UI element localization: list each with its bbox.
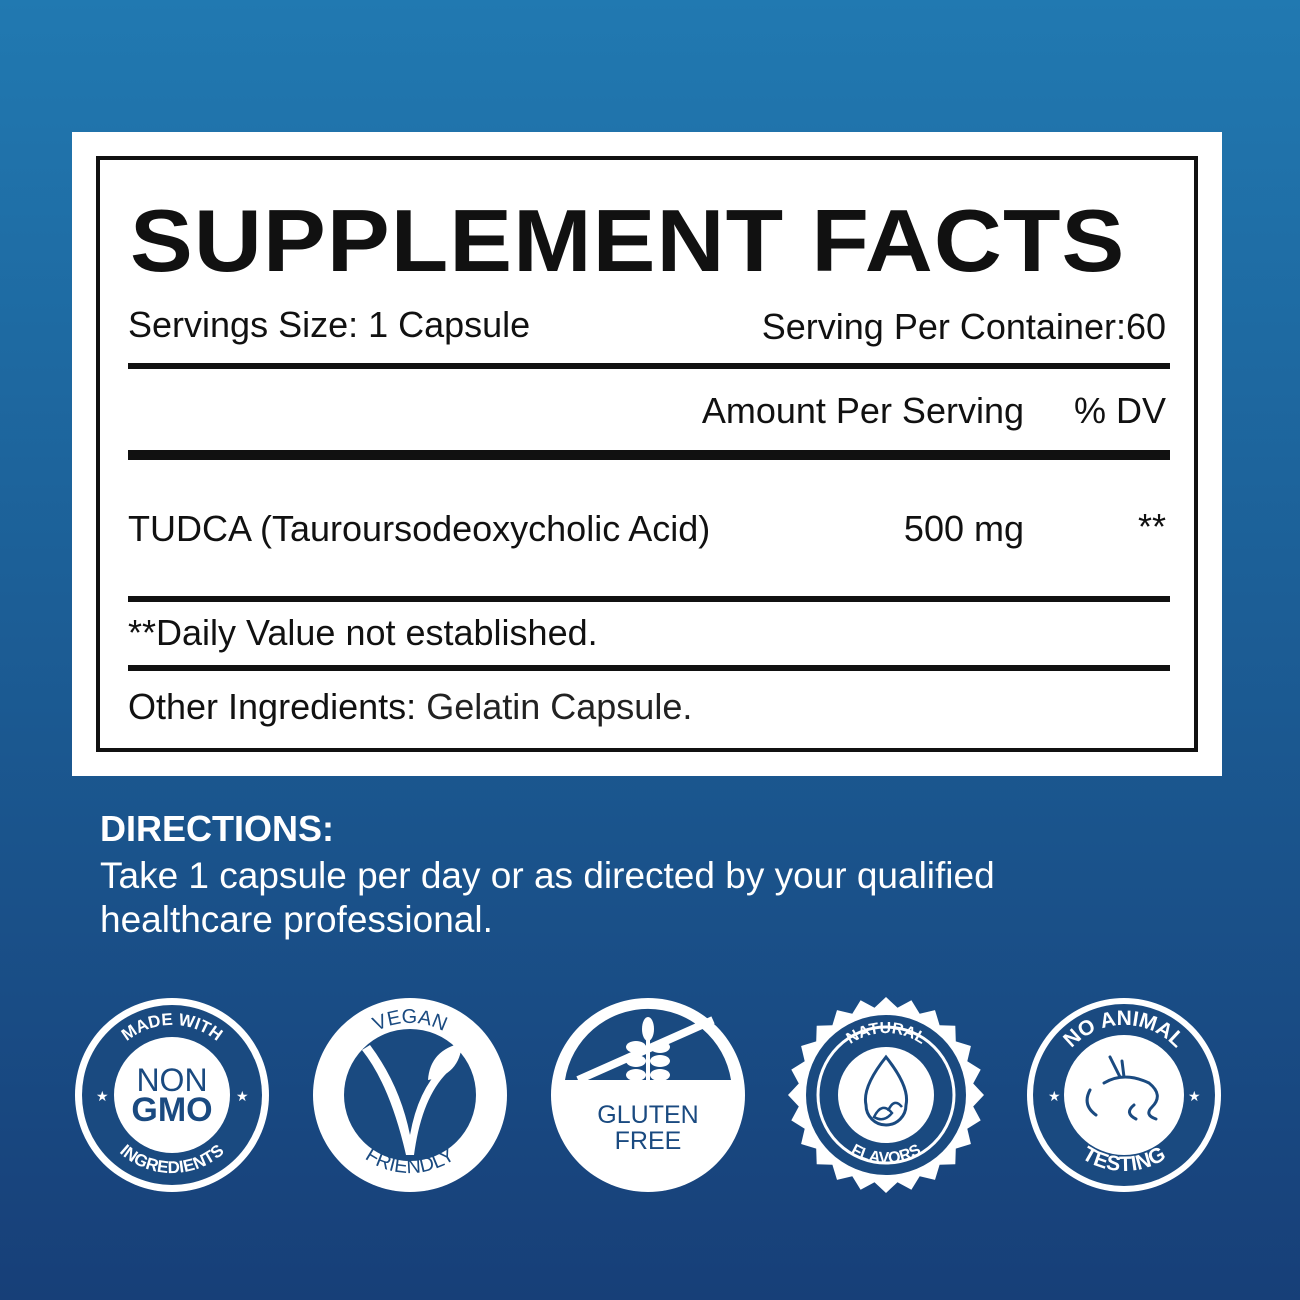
ingredient-amount: 500 mg: [903, 508, 1024, 549]
star-icon: ★: [96, 1088, 109, 1104]
other-ingredients: Other Ingredients: Gelatin Capsule.: [128, 686, 692, 728]
no-animal-testing-badge: NO ANIMAL TESTING ★ ★: [1027, 998, 1221, 1192]
directions-text: Take 1 capsule per day or as directed by…: [100, 855, 995, 940]
divider-thick: [128, 450, 1170, 460]
ingredient-name: TUDCA (Tauroursodeoxycholic Acid): [128, 508, 711, 549]
wheat-icon: [626, 1017, 670, 1083]
vegan-badge: VEGAN FRIENDLY: [313, 998, 507, 1192]
star-icon: ★: [1048, 1088, 1061, 1104]
ingredient-dv: **: [1137, 506, 1166, 547]
badge-center-text: GLUTEN: [597, 1101, 698, 1129]
amount-header: Amount Per Serving: [701, 390, 1024, 431]
directions: DIRECTIONS: Take 1 capsule per day or as…: [100, 808, 1150, 942]
gluten-free-badge: GLUTEN FREE: [551, 998, 745, 1192]
other-value: Gelatin Capsule.: [426, 686, 693, 727]
divider: [128, 596, 1170, 602]
natural-flavors-badge: NATURAL FLAVORS: [788, 997, 984, 1193]
supplement-facts-panel: SUPPLEMENT FACTS Servings Size: 1 Capsul…: [72, 132, 1222, 776]
star-icon: ★: [1188, 1088, 1201, 1104]
drop-leaf-icon: [863, 1054, 909, 1127]
badge-center-text: NON: [136, 1062, 207, 1098]
serving-size: Servings Size: 1 Capsule: [128, 304, 531, 345]
divider: [128, 363, 1170, 369]
rabbit-icon: [1085, 1055, 1159, 1121]
footnote: **Daily Value not established.: [128, 612, 598, 653]
badge-center-text: FREE: [615, 1127, 682, 1155]
other-label: Other Ingredients:: [128, 686, 417, 727]
servings-per-container: Serving Per Container:60: [761, 306, 1166, 347]
dv-header: % DV: [1073, 390, 1166, 431]
non-gmo-badge: MADE WITH INGREDIENTS NON GMO ★ ★: [75, 998, 269, 1192]
star-icon: ★: [236, 1088, 249, 1104]
facts-border: SUPPLEMENT FACTS Servings Size: 1 Capsul…: [96, 156, 1198, 752]
badge-center-text: GMO: [131, 1091, 212, 1129]
divider: [128, 665, 1170, 671]
directions-heading: DIRECTIONS:: [100, 808, 334, 849]
v-leaf-icon: [362, 1043, 462, 1155]
facts-title: SUPPLEMENT FACTS: [130, 191, 1126, 290]
